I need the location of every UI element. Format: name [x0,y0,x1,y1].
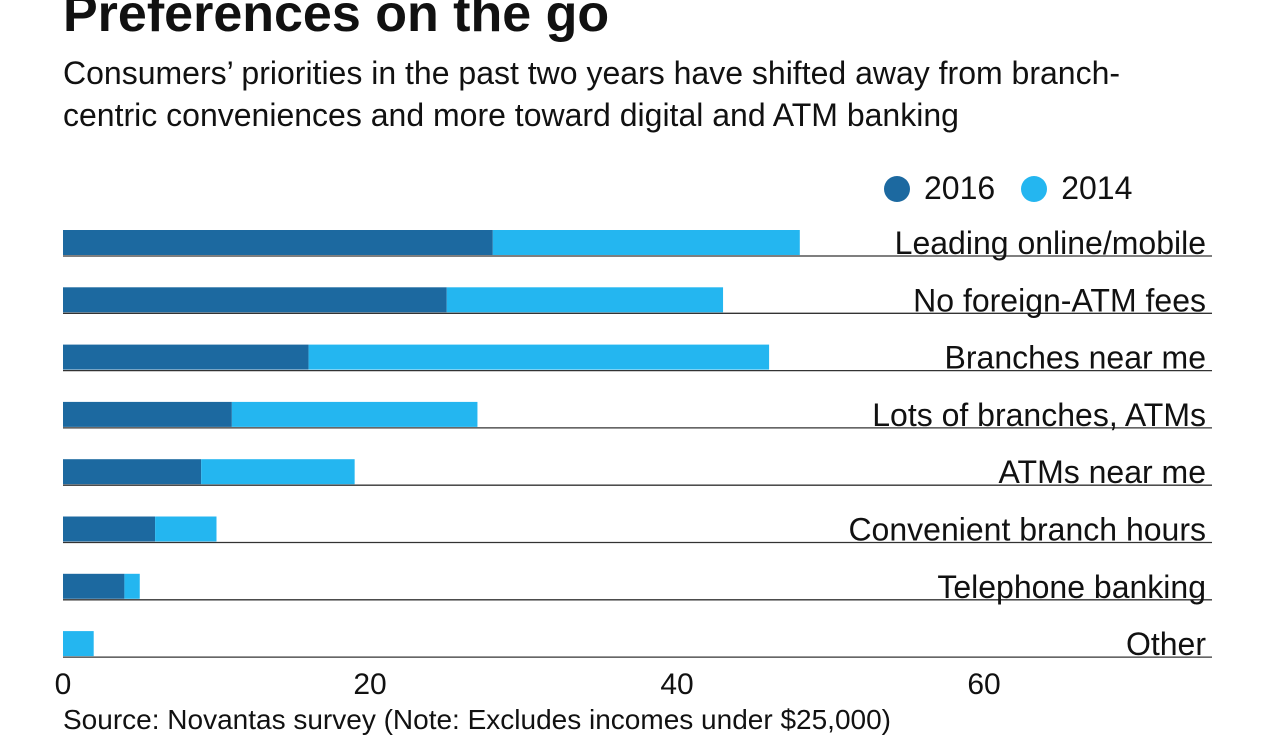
bar-2016-0 [63,230,493,255]
x-tick-label: 0 [55,668,72,701]
bar-2014-5 [155,516,217,542]
category-label: Other [1126,626,1206,662]
x-tick-label: 20 [353,668,386,701]
bar-2014-6 [124,573,140,599]
bar-2014-2 [308,344,770,370]
bar-2014-3 [231,401,478,427]
chart-title: Preferences on the go [63,0,610,43]
legend-item-2014: 2014 [1021,170,1132,207]
bar-2016-1 [63,287,447,313]
category-label: Convenient branch hours [848,512,1206,548]
bar-2016-3 [63,401,232,427]
category-label: Telephone banking [937,569,1206,605]
x-tick-label: 60 [967,668,1000,701]
category-label: Lots of branches, ATMs [872,397,1206,433]
legend: 2016 2014 [884,170,1146,207]
category-label: ATMs near me [999,454,1206,490]
category-label: No foreign-ATM fees [913,282,1206,318]
bar-chart: Leading online/mobile No foreign-ATM fees… [55,225,1212,701]
bar-2016-2 [63,344,309,370]
bar-2016-6 [63,573,125,599]
bar-2014-4 [201,459,355,485]
legend-swatch-2016 [884,175,910,202]
x-tick-label: 40 [660,668,693,701]
bar-2014-0 [492,230,800,255]
chart-subtitle: Consumers’ priorities in the past two ye… [63,55,1121,133]
bar-2016-4 [63,459,202,485]
chart-footer: Source: Novantas survey (Note: Excludes … [63,704,891,735]
legend-item-2016: 2016 [884,170,995,207]
bar-2014-7 [63,631,94,657]
legend-swatch-2014 [1021,175,1048,202]
legend-label-2016: 2016 [924,170,996,206]
legend-label-2014: 2014 [1061,170,1133,206]
category-label: Leading online/mobile [895,225,1206,261]
bar-2016-5 [63,516,156,542]
category-label: Branches near me [945,340,1206,376]
bar-2014-1 [446,287,724,313]
